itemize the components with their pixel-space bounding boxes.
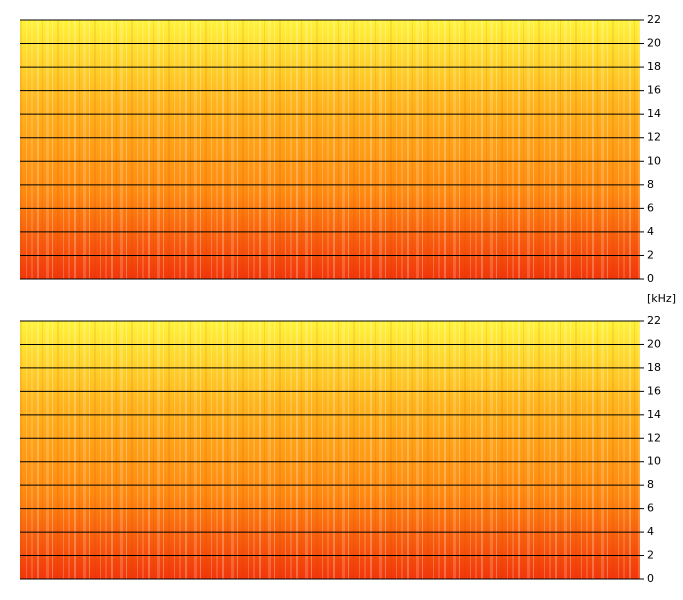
y-tick-label: 22 — [647, 314, 661, 327]
y-tick-label: 12 — [647, 431, 661, 444]
y-tick-label: 2 — [647, 549, 654, 562]
y-tick-label: 18 — [647, 361, 661, 374]
y-tick-label: 10 — [647, 455, 661, 468]
y-tick-label: 12 — [647, 131, 661, 144]
spectrogram-texture — [20, 321, 640, 579]
y-tick-label: 0 — [647, 272, 654, 285]
y-tick-label: 16 — [647, 84, 661, 97]
y-tick-label: 10 — [647, 154, 661, 167]
y-tick-label: 2 — [647, 248, 654, 261]
y-tick-label: 14 — [647, 408, 661, 421]
y-tick-label: 6 — [647, 201, 654, 214]
y-tick-label: 0 — [647, 572, 654, 585]
y-tick-label: 22 — [647, 13, 661, 26]
y-tick-label: 4 — [647, 525, 654, 538]
spectrogram-texture — [20, 20, 640, 279]
y-tick-label: 8 — [647, 178, 654, 191]
y-tick-label: 8 — [647, 478, 654, 491]
y-tick-label: 16 — [647, 384, 661, 397]
y-axis-unit: [kHz] — [647, 292, 676, 305]
y-tick-label: 6 — [647, 502, 654, 515]
y-tick-label: 20 — [647, 37, 661, 50]
y-tick-label: 14 — [647, 107, 661, 120]
y-tick-label: 4 — [647, 225, 654, 238]
y-tick-label: 18 — [647, 60, 661, 73]
y-tick-label: 20 — [647, 337, 661, 350]
